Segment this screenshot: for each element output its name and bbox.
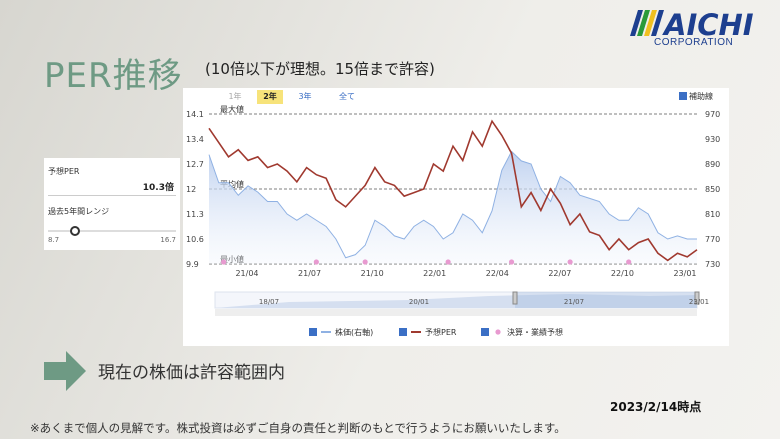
navigator-tick-label: 23/01 [689,298,709,306]
event-marker [445,259,451,265]
y-left-tick-label: 11.3 [186,210,204,219]
checkbox-icon [679,92,687,100]
reference-line-label: 最大値 [220,104,244,114]
legend-label: 決算・業績予想 [507,327,563,337]
event-marker [567,259,573,265]
period-all-button[interactable]: 全て [339,92,355,101]
y-left-tick-label: 9.9 [186,260,199,269]
navigator-handle [694,291,700,305]
x-tick-label: 21/04 [235,269,258,278]
y-right-tick-label: 890 [705,160,720,169]
legend-checkbox [309,328,317,336]
per-summary-panel: 予想PER 10.3倍 過去5年間レンジ 8.7 16.7 [44,158,180,250]
x-tick-label: 22/10 [611,269,634,278]
arrow-icon [44,351,86,395]
scrollbar-track [215,309,697,316]
y-right-tick-label: 770 [705,235,720,244]
range-track [48,230,176,232]
disclaimer: ※あくまで個人の見解です。株式投資は必ずご自身の責任と判断のもとで行うようにお願… [30,421,566,435]
legend-swatch [495,329,501,335]
aux-line-label: 補助線 [689,92,713,101]
y-left-tick-label: 13.4 [186,135,204,144]
event-marker [313,259,319,265]
y-right-tick-label: 970 [705,110,720,119]
chart-canvas: 14.1 13.4 12.7 12 11.3 10.6 9.9 970 930 890 850 810… [186,104,720,337]
navigator-tick-label: 21/07 [564,298,584,306]
range-max: 16.7 [160,236,176,244]
reference-line-label: 平均値 [220,179,244,189]
as-of-date: 2023/2/14時点 [610,400,702,414]
per-line [208,119,698,262]
event-marker [362,259,368,265]
navigator-tick-label: 18/07 [259,298,279,306]
page-title: PER推移 [44,56,183,96]
price-line [208,150,697,259]
y-left-tick-label: 12.7 [186,160,204,169]
per-value: 10.3倍 [142,183,174,193]
legend-label: 予想PER [425,327,457,337]
x-tick-label: 21/07 [298,269,321,278]
range-marker [69,226,80,236]
navigator-handle [512,291,518,305]
event-marker [626,259,632,265]
y-left-tick-label: 10.6 [186,235,204,244]
x-tick-label: 22/04 [486,269,509,278]
period-1y-button[interactable]: 1年 [228,92,242,101]
range-label: 過去5年間レンジ [48,207,110,216]
event-marker [508,259,515,265]
y-left-tick-label: 12 [186,185,196,194]
y-right-tick-label: 730 [705,260,720,269]
legend-checkbox [399,328,407,336]
aux-line-toggle[interactable]: 補助線 [679,90,725,104]
x-tick-label: 22/07 [548,269,571,278]
per-label: 予想PER [48,167,80,176]
legend-checkbox [481,328,489,336]
y-left-tick-label: 14.1 [186,110,204,119]
price-area [209,151,697,264]
y-right-tick-label: 810 [705,210,720,219]
period-3y-button[interactable]: 3年 [298,92,312,101]
logo-corporation: CORPORATION [654,37,734,48]
range-min: 8.7 [48,236,60,244]
navigator-area [215,294,697,308]
status-text: 現在の株価は許容範囲内 [98,363,285,383]
x-tick-label: 22/01 [423,269,446,278]
navigator-selection [515,292,697,308]
event-marker [221,259,227,265]
period-2y-button[interactable]: 2年 [257,90,283,104]
logo-brand: AICHI [662,8,754,38]
navigator-tick-label: 20/01 [409,298,429,306]
y-right-tick-label: 850 [705,185,720,194]
y-right-tick-label: 930 [705,135,720,144]
company-logo: AICHI [628,8,758,52]
x-tick-label: 23/01 [673,269,696,278]
logo-mark: AICHI [630,8,754,42]
page-subtitle: (10倍以下が理想。15倍まで許容) [205,60,435,78]
per-chart: 1年 2年 3年 全て 補助線 14.1 13.4 12.7 12 11.3 10.6 9.… [183,88,729,346]
panel-divider [48,195,176,196]
legend-label: 株価(右軸) [335,327,373,337]
x-tick-label: 21/10 [361,269,384,278]
